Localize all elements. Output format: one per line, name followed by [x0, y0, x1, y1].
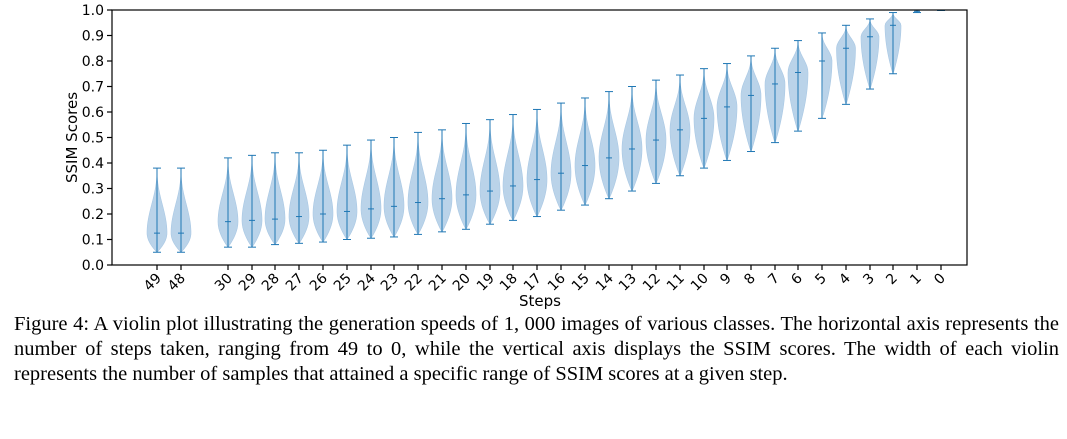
violin-step-16	[550, 102, 572, 211]
y-tick-label: 0.3	[82, 182, 104, 198]
y-tick-label: 0.9	[82, 29, 104, 45]
x-tick-label: 15	[569, 271, 593, 295]
x-tick-label: 25	[331, 271, 355, 295]
x-tick-label: 8	[741, 271, 759, 289]
x-tick-label: 49	[141, 271, 165, 295]
y-tick-label: 0.7	[82, 80, 104, 96]
x-tick-label: 12	[640, 271, 664, 295]
violin-step-21	[431, 129, 453, 233]
violin-chart: 0.00.10.20.30.40.50.60.70.80.91.0 49 48 30…	[63, 3, 968, 310]
violin-step-29	[241, 154, 263, 248]
x-tick-label: 5	[812, 271, 830, 289]
violin-step-9	[716, 63, 738, 162]
violin-step-11	[669, 74, 691, 177]
violin-step-49	[146, 167, 168, 253]
x-tick-label: 6	[788, 270, 806, 288]
violin-step-6	[787, 40, 809, 133]
x-tick-label: 48	[165, 271, 189, 295]
violin-step-23	[383, 137, 405, 238]
violin-step-22	[407, 131, 429, 235]
y-tick-label: 0.2	[82, 207, 104, 223]
violin-step-25	[336, 144, 358, 241]
x-tick-label: 0	[931, 271, 949, 289]
x-tick-label: 2	[883, 271, 901, 289]
violin-step-14	[598, 91, 620, 200]
x-tick-label: 20	[450, 271, 474, 295]
violin-step-2	[884, 12, 902, 75]
violin-step-27	[288, 152, 310, 244]
x-tick-label: 10	[688, 271, 712, 295]
violin-step-7	[764, 47, 786, 144]
violin-step-26	[312, 149, 334, 243]
x-tick-label: 17	[521, 271, 545, 295]
x-tick-label: 3	[860, 271, 878, 289]
violin-step-13	[621, 86, 643, 192]
violin-step-20	[455, 122, 477, 230]
x-axis-label: Steps	[519, 292, 561, 310]
x-tick-label: 11	[664, 271, 688, 295]
violin-step-19	[479, 119, 501, 225]
violin-step-18	[502, 114, 524, 222]
y-axis: 0.0 0.1 0.2 0.3 0.4 0.5 0.6 0.7 0.8 0.9 1.0	[82, 3, 112, 274]
x-axis: 49 48 30 29 28 27 26 25 24 23 22 21 20 19 18 17 16 15 14 13…	[141, 265, 949, 294]
violin-step-17	[526, 108, 548, 218]
x-tick-label: 24	[355, 270, 379, 294]
violin-step-5	[818, 32, 833, 119]
y-tick-label: 1.0	[82, 3, 104, 19]
x-tick-label: 19	[474, 271, 498, 295]
x-tick-label: 30	[212, 271, 236, 295]
violin-body	[821, 32, 833, 116]
y-tick-label: 0.1	[82, 233, 104, 249]
x-tick-label: 21	[426, 271, 450, 295]
violin-step-4	[836, 24, 856, 106]
y-tick-label: 0.8	[82, 54, 104, 70]
x-tick-label: 1	[907, 271, 925, 289]
y-axis-label: SSIM Scores	[63, 92, 81, 183]
figure-caption: Figure 4: A violin plot illustrating the…	[14, 313, 1059, 385]
x-tick-label: 13	[616, 271, 640, 295]
violin-step-10	[693, 68, 715, 169]
violin-step-28	[264, 152, 286, 246]
x-tick-label: 9	[717, 271, 735, 289]
x-tick-label: 22	[402, 271, 426, 295]
violin-step-12	[645, 79, 667, 185]
violin-step-24	[360, 139, 382, 239]
y-tick-label: 0.4	[82, 156, 104, 172]
violin-step-8	[740, 55, 762, 153]
violin-step-3	[860, 18, 880, 90]
x-tick-label: 18	[497, 271, 521, 295]
violin-step-15	[574, 97, 596, 206]
violin-step-48	[170, 167, 192, 253]
x-tick-label: 27	[283, 271, 307, 295]
x-tick-label: 7	[765, 271, 783, 289]
x-tick-label: 4	[836, 270, 854, 288]
x-tick-label: 14	[593, 270, 617, 294]
x-tick-label: 28	[259, 271, 283, 295]
violin-step-30	[217, 157, 239, 248]
violin-series	[146, 9, 945, 253]
x-tick-label: 23	[378, 271, 402, 295]
y-tick-label: 0.6	[82, 105, 104, 121]
y-tick-label: 0.0	[82, 258, 104, 274]
x-tick-label: 16	[545, 270, 569, 294]
y-tick-label: 0.5	[82, 131, 104, 147]
x-tick-label: 29	[236, 271, 260, 295]
x-tick-label: 26	[307, 270, 331, 294]
